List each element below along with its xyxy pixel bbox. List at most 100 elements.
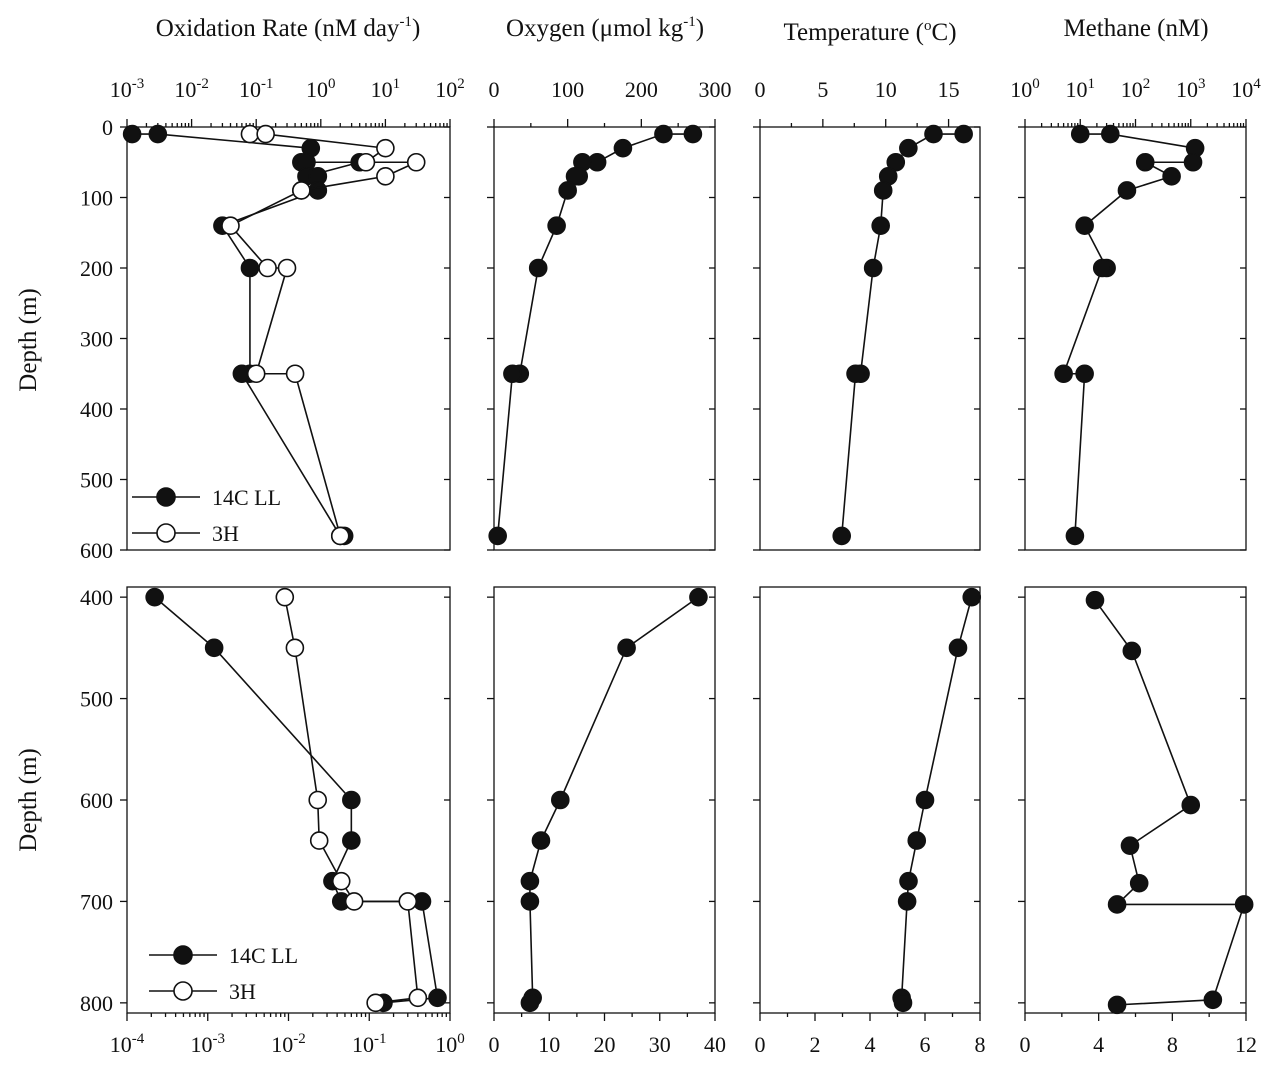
x-tick-label: 300 [699, 77, 732, 102]
data-point [503, 364, 522, 384]
data-point [292, 181, 311, 200]
series-profile [832, 124, 973, 546]
data-point [1162, 167, 1181, 186]
data-point [342, 831, 361, 850]
x-tick-label: 0 [1020, 1032, 1031, 1057]
data-point [308, 181, 328, 200]
x-tick-label: 15 [938, 77, 960, 102]
series-profile [488, 124, 703, 546]
data-point [285, 638, 305, 658]
x-tick-label-exponent: -1 [374, 1031, 387, 1047]
x-tick-label: 10-1 [239, 76, 274, 102]
data-point [915, 790, 935, 810]
data-point [366, 993, 385, 1013]
plot-frame [759, 586, 981, 1014]
x-tick-label: 12 [1235, 1032, 1257, 1057]
x-tick-label: 102 [1121, 76, 1151, 102]
x-tick-label: 100 [306, 76, 336, 102]
data-point [406, 152, 426, 172]
x-tick-label: 100 [435, 1031, 465, 1057]
x-tick-label: 30 [649, 1032, 671, 1057]
data-point [1120, 836, 1140, 855]
x-tick-label: 100 [551, 77, 584, 102]
y-tick-label: 200 [80, 256, 113, 281]
y-tick-label: 500 [80, 687, 113, 712]
data-point [654, 124, 673, 144]
series-line [900, 596, 973, 1004]
y-tick-label: 500 [80, 468, 113, 493]
data-point [520, 993, 540, 1013]
y-axis-label-top: Depth (m) [15, 288, 42, 391]
plot-frame [126, 126, 451, 551]
series-3h [221, 124, 426, 546]
column-title-oxygen: Oxygen (μmol kg-1) [506, 14, 704, 42]
x-tick-label: 100 [1010, 76, 1040, 102]
data-point [376, 138, 395, 158]
x-tick-label-exponent: -2 [196, 76, 209, 92]
x-tick-label: 20 [594, 1032, 616, 1057]
data-point [520, 892, 540, 911]
y-tick-label: 300 [80, 327, 113, 352]
x-tick-label: 10-3 [191, 1031, 226, 1057]
data-point [145, 587, 164, 607]
y-tick-label: 400 [80, 585, 113, 610]
data-point [331, 871, 351, 891]
data-point [1122, 641, 1142, 661]
plot-frame [759, 126, 981, 551]
x-tick-label-exponent: -3 [132, 76, 145, 92]
x-tick-label-base: 10 [1121, 77, 1143, 102]
data-point [1054, 364, 1073, 384]
data-point [1117, 181, 1137, 200]
x-tick-label: 10-4 [110, 1031, 145, 1057]
x-tick-label: 40 [704, 1032, 726, 1057]
x-tick-label: 4 [865, 1032, 876, 1057]
data-point [342, 790, 361, 810]
x-tick-label-exponent: 0 [328, 76, 336, 92]
x-tick-label: 102 [435, 76, 465, 102]
x-tick-label-base: 10 [271, 1032, 293, 1057]
x-tick-label-base: 10 [371, 77, 393, 102]
x-tick-label: 0 [755, 1032, 766, 1057]
data-point [308, 790, 328, 810]
data-point [1181, 795, 1201, 815]
x-tick-label: 104 [1231, 76, 1261, 102]
series-line [1094, 599, 1246, 1006]
y-tick-label: 0 [102, 115, 113, 140]
x-tick-label: 2 [810, 1032, 821, 1057]
data-point [893, 993, 913, 1013]
x-tick-label: 0 [489, 77, 500, 102]
data-point [1203, 990, 1223, 1010]
x-tick-label: 103 [1176, 76, 1206, 102]
data-point [1092, 258, 1112, 278]
panels: 10-3 10-2 10-1 100 101 1020100200300400500600… [80, 76, 1261, 1057]
x-tick-label-exponent: -1 [261, 76, 274, 92]
x-tick-label-exponent: -3 [213, 1031, 226, 1047]
plot-frame [493, 126, 716, 551]
y-tick-label: 700 [80, 889, 113, 914]
legend-marker [173, 981, 193, 1001]
x-tick-label-exponent: 1 [1088, 76, 1096, 92]
data-point [689, 587, 708, 607]
data-point [1234, 895, 1254, 914]
data-point [899, 138, 918, 158]
x-tick-label: 10-2 [271, 1031, 306, 1057]
data-point [1101, 124, 1120, 144]
x-tick-label: 0 [755, 77, 766, 102]
data-point [277, 258, 297, 278]
x-tick-label-base: 10 [191, 1032, 213, 1057]
data-point [886, 152, 906, 172]
x-tick-label-base: 10 [239, 77, 261, 102]
data-point [246, 364, 266, 384]
data-point [1135, 152, 1155, 172]
series-line [529, 596, 699, 1004]
data-point [1070, 124, 1090, 144]
series-profile [1085, 590, 1254, 1015]
legend: 14C LL 3H [149, 943, 298, 1004]
column-title-methane: Methane (nM) [1063, 15, 1208, 42]
x-tick-label: 10-2 [174, 76, 209, 102]
data-point [962, 587, 982, 607]
series-line [496, 133, 693, 536]
column-titles: Oxidation Rate (nM day-1) Oxygen (μmol k… [156, 14, 1209, 46]
